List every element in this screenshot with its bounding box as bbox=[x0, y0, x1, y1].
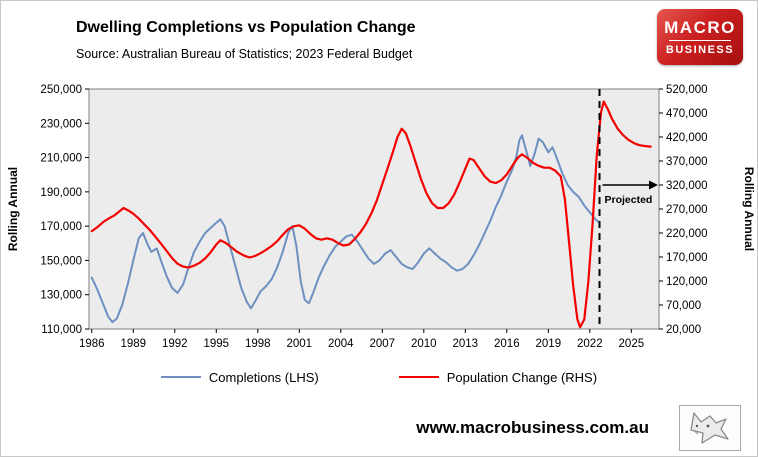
svg-text:2010: 2010 bbox=[411, 338, 437, 350]
svg-text:2016: 2016 bbox=[494, 338, 520, 350]
svg-text:420,000: 420,000 bbox=[666, 132, 708, 144]
svg-text:2007: 2007 bbox=[370, 338, 396, 350]
chart-area: 110,000 130,000 150,000 170,000 190,000 210,0… bbox=[1, 79, 757, 351]
svg-text:1989: 1989 bbox=[120, 338, 146, 350]
website-url: www.macrobusiness.com.au bbox=[416, 418, 649, 437]
svg-text:230,000: 230,000 bbox=[40, 118, 82, 130]
svg-text:Rolling Annual: Rolling Annual bbox=[6, 167, 20, 251]
svg-text:110,000: 110,000 bbox=[41, 324, 82, 336]
population-line-swatch bbox=[398, 375, 439, 379]
svg-text:220,000: 220,000 bbox=[666, 228, 708, 240]
chart-footer: www.macrobusiness.com.au bbox=[1, 403, 757, 453]
svg-text:70,000: 70,000 bbox=[666, 300, 701, 312]
svg-text:2013: 2013 bbox=[453, 338, 479, 350]
svg-text:2019: 2019 bbox=[536, 338, 562, 350]
svg-text:Projected: Projected bbox=[605, 194, 653, 206]
svg-text:190,000: 190,000 bbox=[40, 187, 82, 199]
svg-text:130,000: 130,000 bbox=[40, 290, 82, 302]
svg-text:270,000: 270,000 bbox=[666, 204, 708, 216]
svg-text:20,000: 20,000 bbox=[666, 324, 701, 336]
chart-title: Dwelling Completions vs Population Chang… bbox=[76, 19, 416, 36]
svg-text:1986: 1986 bbox=[79, 338, 105, 350]
svg-text:120,000: 120,000 bbox=[666, 276, 708, 288]
svg-text:2022: 2022 bbox=[577, 338, 603, 350]
svg-text:150,000: 150,000 bbox=[40, 255, 82, 267]
svg-text:170,000: 170,000 bbox=[666, 252, 708, 264]
svg-text:1995: 1995 bbox=[203, 338, 229, 350]
svg-text:470,000: 470,000 bbox=[666, 108, 708, 120]
chart-header: Dwelling Completions vs Population Chang… bbox=[1, 1, 757, 79]
chart-source: Source: Australian Bureau of Statistics;… bbox=[76, 47, 413, 61]
fox-icon bbox=[690, 412, 729, 444]
completions-line-swatch bbox=[160, 375, 201, 379]
svg-text:210,000: 210,000 bbox=[40, 153, 82, 165]
svg-text:1992: 1992 bbox=[162, 338, 188, 350]
logo-divider bbox=[669, 40, 731, 41]
chart-legend: Completions (LHS) Population Change (RHS… bbox=[1, 367, 757, 387]
svg-text:1998: 1998 bbox=[245, 338, 271, 350]
logo-text-business: BUSINESS bbox=[665, 44, 735, 56]
svg-text:520,000: 520,000 bbox=[666, 84, 708, 96]
line-chart: 110,000 130,000 150,000 170,000 190,000 210,0… bbox=[6, 84, 756, 350]
svg-text:170,000: 170,000 bbox=[40, 221, 82, 233]
legend-item-completions: Completions (LHS) bbox=[160, 369, 319, 385]
svg-text:320,000: 320,000 bbox=[666, 180, 708, 192]
svg-text:370,000: 370,000 bbox=[666, 156, 708, 168]
svg-text:2025: 2025 bbox=[619, 338, 645, 350]
legend-item-population: Population Change (RHS) bbox=[398, 369, 598, 385]
legend-label-completions: Completions (LHS) bbox=[208, 369, 319, 385]
logo-text-macro: MACRO bbox=[664, 18, 736, 37]
svg-text:2001: 2001 bbox=[286, 338, 312, 350]
macrobusiness-logo: MACRO BUSINESS bbox=[657, 9, 743, 65]
svg-text:2004: 2004 bbox=[328, 338, 354, 350]
fox-logo bbox=[679, 405, 741, 451]
svg-text:250,000: 250,000 bbox=[40, 84, 82, 96]
svg-text:Rolling Annual: Rolling Annual bbox=[742, 167, 756, 251]
legend-label-population: Population Change (RHS) bbox=[446, 369, 598, 385]
